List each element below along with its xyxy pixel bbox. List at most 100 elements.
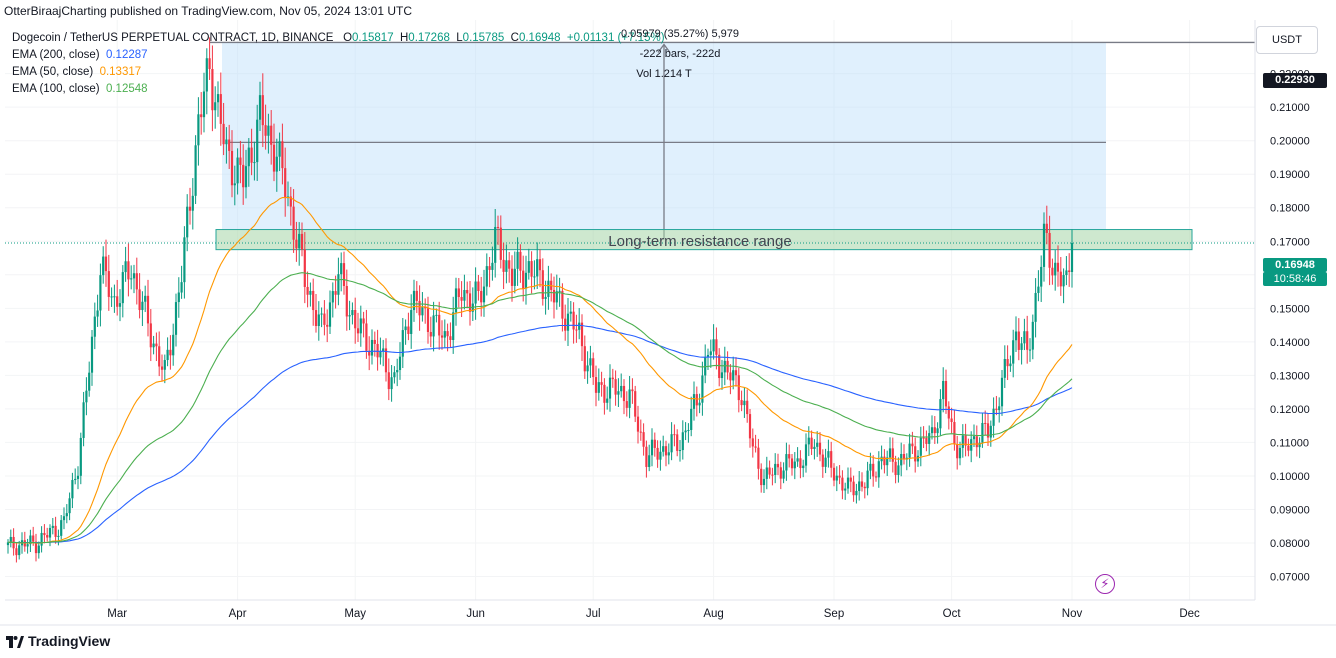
candle-body (407, 326, 410, 334)
candle-body (502, 259, 505, 272)
candle-body (846, 477, 850, 489)
candle-body (216, 94, 220, 103)
candle-body (88, 372, 91, 391)
candle-body (774, 463, 777, 475)
candle-body (796, 458, 799, 462)
candle-body (813, 446, 816, 449)
candle-body (281, 141, 284, 169)
candle-body (709, 351, 712, 355)
candle-body (1006, 359, 1009, 367)
candle-body (26, 544, 29, 547)
x-tick-label: Nov (1062, 608, 1083, 620)
candle-body (998, 406, 1001, 411)
candle-body (295, 239, 298, 249)
candle-body (32, 535, 35, 542)
candle-body (382, 348, 385, 352)
candle-body (877, 461, 880, 478)
candle-body (956, 444, 959, 459)
candle-body (645, 446, 648, 467)
candle-body (440, 335, 444, 338)
candle-body (460, 297, 463, 301)
x-tick-label: Apr (229, 608, 247, 620)
candle-body (443, 331, 446, 338)
candle-body (370, 339, 374, 356)
candle-body (975, 436, 978, 448)
candle-body (639, 431, 642, 433)
candle-body (746, 400, 749, 415)
candle-body (51, 525, 54, 528)
candle-body (636, 416, 640, 432)
change-value: +0.01131 (+7.15%) (566, 32, 665, 44)
candle-body (802, 465, 805, 469)
candle-body (936, 428, 939, 434)
candle-body (160, 366, 164, 370)
candle-body (90, 336, 94, 373)
symbol-title[interactable]: Dogecoin / TetherUS PERPETUAL CONTRACT, … (12, 32, 334, 44)
candle-body (804, 444, 808, 466)
candle-body (919, 437, 922, 456)
low-value: 0.15785 (462, 32, 505, 44)
ema100-row[interactable]: EMA (100, close) 0.12548 (12, 81, 665, 98)
candle-body (1045, 223, 1048, 233)
candle-body (264, 125, 267, 136)
candle-body (188, 206, 192, 211)
candle-body (362, 318, 365, 324)
lightning-icon[interactable]: ⚡ (1095, 574, 1115, 594)
candle-body (555, 291, 558, 303)
candle-body (116, 296, 119, 307)
candle-body (891, 448, 894, 462)
candle-body (944, 380, 948, 407)
candle-body (558, 290, 561, 292)
candle-body (1034, 292, 1037, 322)
resistance-annotation[interactable]: Long-term resistance range (608, 233, 791, 250)
candle-body (415, 290, 418, 301)
candle-body (202, 91, 206, 118)
candle-body (356, 328, 360, 334)
tradingview-logo[interactable]: TradingView (6, 633, 110, 649)
candle-body (841, 477, 844, 491)
candle-body (292, 206, 295, 240)
candle-body (692, 394, 696, 409)
candle-body (345, 286, 348, 317)
candle-body (715, 339, 718, 355)
candle-body (158, 346, 161, 367)
candle-body (776, 463, 780, 468)
ema50-value: 0.13317 (99, 66, 142, 78)
candle-body (578, 322, 581, 330)
x-tick-label: Sep (824, 608, 844, 620)
candle-body (911, 443, 914, 447)
candle-body (334, 291, 337, 295)
candle-body (942, 380, 945, 400)
candle-body (337, 274, 340, 295)
ema50-row[interactable]: EMA (50, close) 0.13317 (12, 64, 665, 81)
candle-body (208, 58, 211, 69)
candle-body (967, 445, 970, 451)
candle-body (984, 422, 987, 424)
y-tick-label: 0.14000 (1270, 337, 1310, 349)
candle-body (239, 157, 242, 165)
candle-body (242, 164, 245, 188)
candle-body (219, 94, 222, 124)
candle-body (211, 68, 214, 111)
candle-body (925, 437, 928, 444)
candle-body (718, 354, 721, 379)
ema200-row[interactable]: EMA (200, close) 0.12287 (12, 47, 665, 64)
candle-body (482, 286, 486, 303)
candle-body (712, 339, 715, 352)
candle-body (533, 276, 536, 278)
candle-body (659, 451, 662, 460)
candle-body (379, 351, 382, 358)
candle-body (883, 456, 886, 466)
currency-selector[interactable]: USDT (1256, 26, 1318, 54)
y-tick-label: 0.20000 (1270, 136, 1310, 148)
candle-body (678, 450, 682, 452)
candle-body (253, 162, 256, 164)
ema100-label: EMA (100, close) (12, 83, 100, 95)
candle-body (684, 430, 687, 433)
candle-body (284, 168, 287, 199)
candle-body (989, 425, 992, 438)
candle-body (888, 448, 892, 458)
candle-body (608, 377, 612, 399)
candle-body (418, 300, 421, 316)
